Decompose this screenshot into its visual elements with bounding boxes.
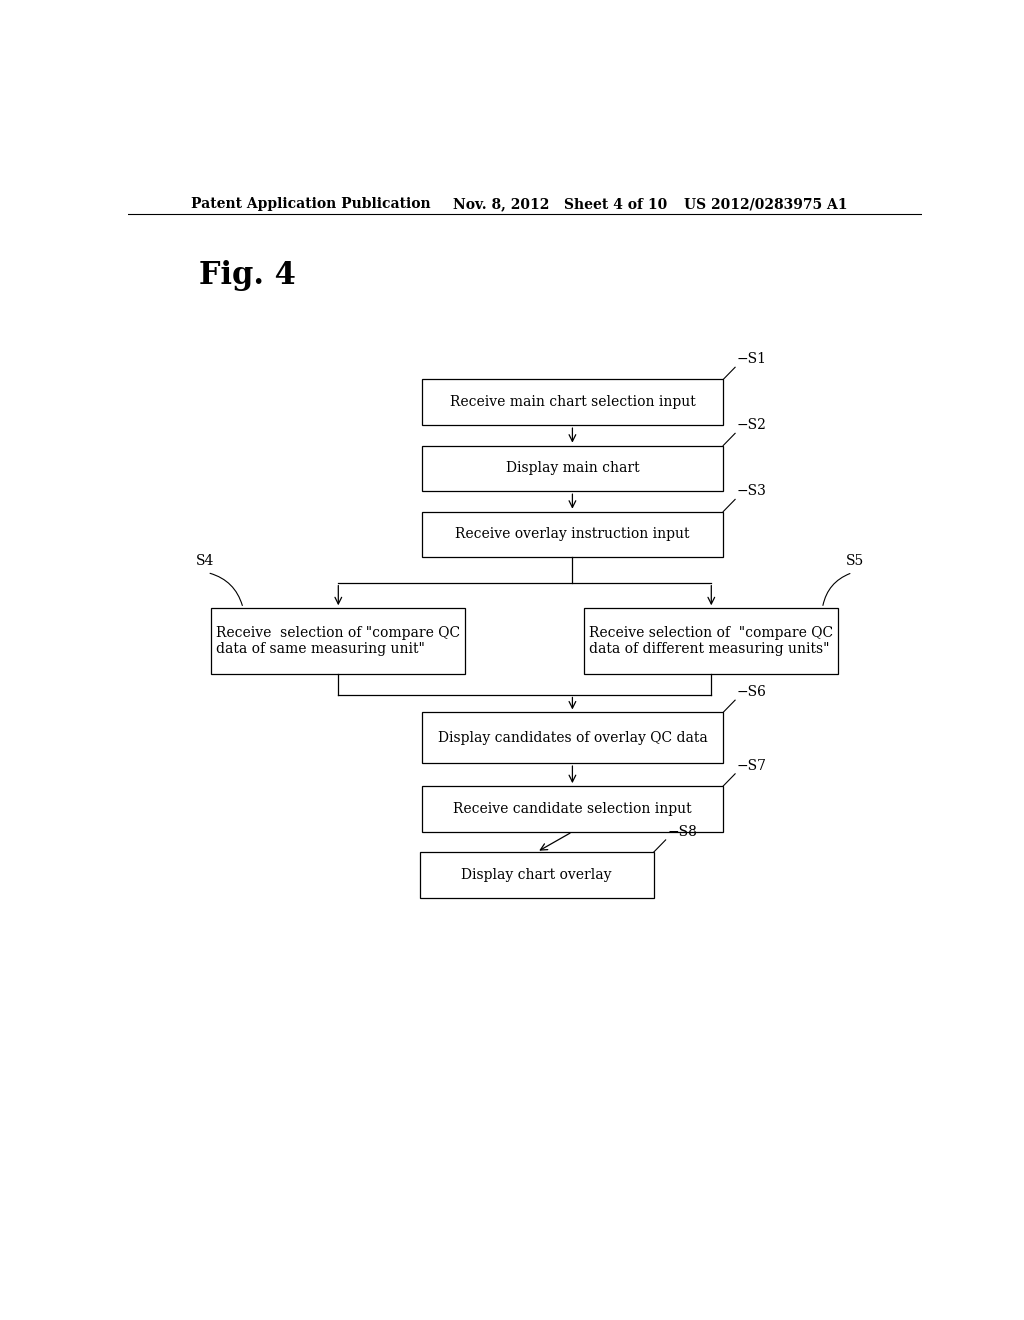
Text: Display chart overlay: Display chart overlay — [462, 869, 612, 882]
Text: −S6: −S6 — [736, 685, 767, 700]
Text: −S3: −S3 — [736, 484, 767, 499]
Text: Display main chart: Display main chart — [506, 462, 639, 475]
Text: Receive main chart selection input: Receive main chart selection input — [450, 395, 695, 409]
Text: Receive selection of  "compare QC
data of different measuring units": Receive selection of "compare QC data of… — [589, 626, 834, 656]
Text: S5: S5 — [846, 553, 864, 568]
Text: Receive  selection of "compare QC
data of same measuring unit": Receive selection of "compare QC data of… — [216, 626, 461, 656]
Text: −S7: −S7 — [736, 759, 767, 772]
Bar — [422, 713, 723, 763]
Text: −S8: −S8 — [668, 825, 697, 840]
Text: Patent Application Publication: Patent Application Publication — [191, 197, 431, 211]
Bar — [211, 609, 465, 675]
Bar — [422, 446, 723, 491]
Bar — [422, 512, 723, 557]
Text: US 2012/0283975 A1: US 2012/0283975 A1 — [684, 197, 847, 211]
Text: −S2: −S2 — [736, 418, 767, 433]
Text: Receive overlay instruction input: Receive overlay instruction input — [455, 528, 690, 541]
Text: S4: S4 — [196, 553, 214, 568]
Text: −S1: −S1 — [736, 352, 767, 366]
Text: Display candidates of overlay QC data: Display candidates of overlay QC data — [437, 731, 708, 744]
Bar — [422, 379, 723, 425]
Bar — [422, 785, 723, 832]
Text: Nov. 8, 2012   Sheet 4 of 10: Nov. 8, 2012 Sheet 4 of 10 — [454, 197, 668, 211]
Text: Fig. 4: Fig. 4 — [200, 260, 296, 290]
Bar — [420, 853, 653, 898]
Text: Receive candidate selection input: Receive candidate selection input — [453, 801, 692, 816]
Bar — [585, 609, 839, 675]
